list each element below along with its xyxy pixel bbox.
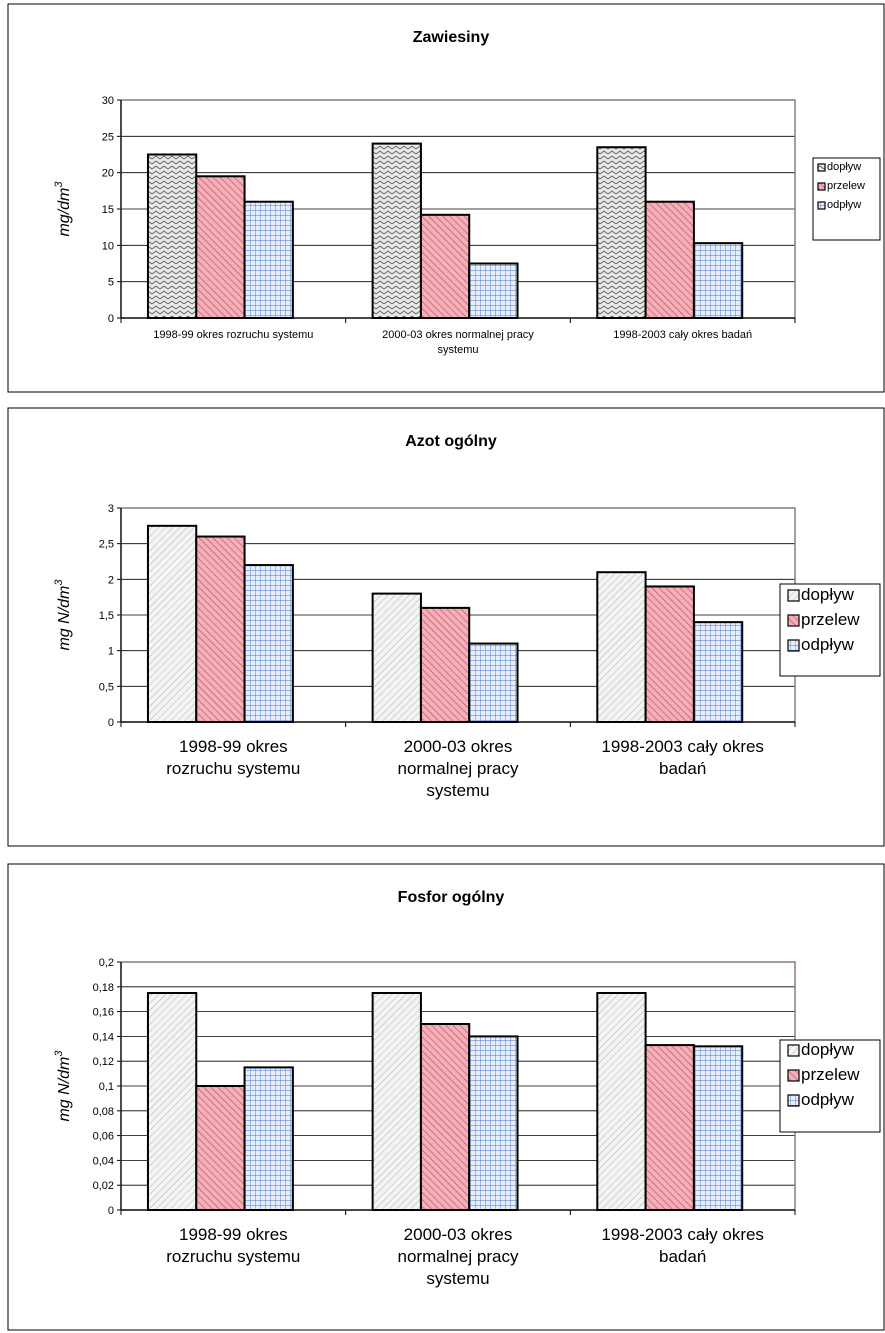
bar-przelew <box>644 200 695 320</box>
legend-box <box>812 157 881 241</box>
y-tick-label: 0,18 <box>93 982 114 994</box>
x-category-label: badań <box>659 1247 706 1266</box>
bar-doplyw <box>146 524 198 723</box>
legend-label: przelew <box>801 610 860 629</box>
bar-doplyw <box>596 992 647 1211</box>
bar-przelew <box>644 1044 695 1211</box>
y-tick-label: 0,5 <box>99 681 114 693</box>
bar-odplyw <box>468 262 519 319</box>
chart-2: Fosfor ogólny 0 0,02 0,04 0,06 0,08 0,1 0,12 0,1… <box>7 863 885 1331</box>
bar-przelew <box>195 1085 246 1211</box>
legend-swatch <box>787 639 800 652</box>
bar-przelew <box>195 535 246 723</box>
bar-doplyw <box>371 992 422 1211</box>
x-category-label: rozruchu systemu <box>166 759 300 778</box>
x-category-label: systemu <box>426 781 489 800</box>
y-tick-label: 1,5 <box>99 610 114 622</box>
legend-label: dopływ <box>801 585 855 604</box>
y-tick-label: 1 <box>108 646 114 658</box>
legend-label: odpływ <box>801 1090 855 1109</box>
x-category-label: 1998-2003 cały okres <box>601 737 764 756</box>
chart-1: Azot ogólny 0 0,5 1 1,5 2 2,5 3 1998-99 okres roz… <box>7 407 885 847</box>
bar-przelew <box>419 213 471 320</box>
bar-odplyw <box>468 642 519 723</box>
y-tick-label: 0,06 <box>93 1131 114 1143</box>
y-axis-label: mg/dm3 <box>53 181 73 237</box>
y-tick-label: 25 <box>102 131 114 143</box>
bar-doplyw <box>596 571 647 724</box>
legend-label: odpływ <box>801 635 855 654</box>
y-tick-label: 0,2 <box>99 957 114 969</box>
y-tick-label: 15 <box>102 204 114 216</box>
legend-swatch <box>817 201 826 210</box>
bar-doplyw <box>596 146 647 319</box>
y-tick-label: 30 <box>102 95 114 107</box>
y-tick-label: 0,12 <box>93 1056 114 1068</box>
x-category-label: systemu <box>426 1269 489 1288</box>
legend-label: przelew <box>827 180 865 192</box>
legend-swatch <box>787 1094 800 1107</box>
x-category-label: normalnej pracy <box>398 759 519 778</box>
chart-title: Azot ogólny <box>405 433 497 450</box>
chart-title: Zawiesiny <box>413 29 490 46</box>
legend-label: przelew <box>801 1065 860 1084</box>
legend-label: dopływ <box>827 161 861 173</box>
y-tick-label: 0 <box>108 717 114 729</box>
y-tick-label: 2,5 <box>99 539 114 551</box>
legend-swatch <box>787 589 800 602</box>
y-tick-label: 3 <box>108 503 114 515</box>
bar-odplyw <box>692 1045 744 1211</box>
x-category-label: 1998-2003 cały okres badań <box>613 329 752 341</box>
bar-przelew <box>644 585 695 724</box>
bar-odplyw <box>692 242 744 319</box>
y-axis-label: mg N/dm3 <box>53 1050 73 1122</box>
y-tick-label: 2 <box>108 574 114 586</box>
bar-przelew <box>419 1023 471 1211</box>
y-tick-label: 10 <box>102 240 114 252</box>
bar-doplyw <box>371 592 422 723</box>
x-category-label: 1998-99 okres <box>179 1225 288 1244</box>
y-tick-label: 0,16 <box>93 1007 114 1019</box>
bar-odplyw <box>243 1066 294 1212</box>
y-tick-label: 0 <box>108 1205 114 1217</box>
x-category-label: 1998-99 okres <box>179 737 288 756</box>
x-category-label: rozruchu systemu <box>166 1247 300 1266</box>
bar-odplyw <box>243 200 294 320</box>
x-category-label: normalnej pracy <box>398 1247 519 1266</box>
y-tick-label: 0,1 <box>99 1081 114 1093</box>
y-tick-label: 0,04 <box>93 1155 114 1167</box>
chart-0: Zawiesiny 0 5 10 15 20 25 30 1998-99 okres rozru… <box>7 3 885 393</box>
y-tick-label: 0,08 <box>93 1106 114 1118</box>
bar-przelew <box>419 606 471 723</box>
legend-swatch <box>817 163 826 172</box>
bar-odplyw <box>692 621 744 724</box>
x-category-label: systemu <box>438 344 479 356</box>
bar-odplyw <box>468 1035 519 1212</box>
legend-swatch <box>787 1069 800 1082</box>
y-tick-label: 0,02 <box>93 1180 114 1192</box>
legend-label: odpływ <box>827 199 861 211</box>
legend-swatch <box>787 1044 800 1057</box>
x-category-label: 1998-99 okres rozruchu systemu <box>153 329 313 341</box>
y-axis-label: mg N/dm3 <box>53 579 73 651</box>
x-category-label: badań <box>659 759 706 778</box>
legend-swatch <box>817 182 826 191</box>
bar-doplyw <box>371 142 422 319</box>
bar-przelew <box>195 175 246 319</box>
y-tick-label: 0 <box>108 313 114 325</box>
y-tick-label: 5 <box>108 277 114 289</box>
x-category-label: 2000-03 okres <box>404 1225 513 1244</box>
bar-odplyw <box>243 564 294 723</box>
y-tick-label: 20 <box>102 168 114 180</box>
y-tick-label: 0,14 <box>93 1031 114 1043</box>
x-category-label: 2000-03 okres <box>404 737 513 756</box>
chart-title: Fosfor ogólny <box>398 889 505 906</box>
bar-doplyw <box>146 992 198 1211</box>
x-category-label: 2000-03 okres normalnej pracy <box>382 329 534 341</box>
x-category-label: 1998-2003 cały okres <box>601 1225 764 1244</box>
legend-swatch <box>787 614 800 627</box>
bar-doplyw <box>146 153 198 319</box>
legend-label: dopływ <box>801 1040 855 1059</box>
